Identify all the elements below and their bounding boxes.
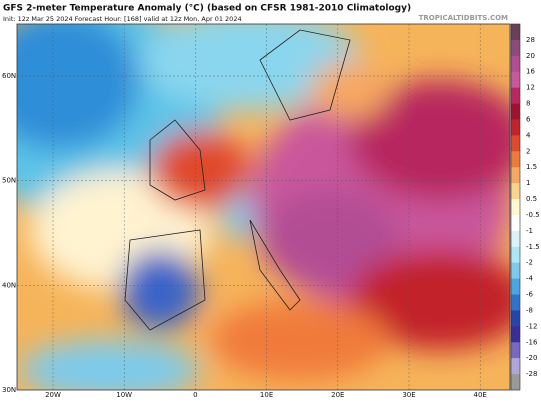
longitude-label: 20E xyxy=(331,391,344,399)
colorbar-label: -6 xyxy=(526,291,534,299)
colorbar: 28 20 16 12 8 6 4 2 1.5 1 0.5 -0.5 -1 -1.5 -2 -4 -6 -8 -12… xyxy=(510,23,540,391)
longitude-label: 10W xyxy=(116,391,132,399)
colorbar-label: -1 xyxy=(526,227,533,235)
colorbar-segment xyxy=(511,246,520,263)
colorbar-label: 1 xyxy=(526,179,530,187)
colorbar-segment xyxy=(511,151,520,168)
colorbar-segment xyxy=(511,342,520,359)
colorbar-label: -20 xyxy=(526,354,537,362)
longitude-label: 40E xyxy=(474,391,487,399)
colorbar-label: -16 xyxy=(526,338,538,346)
colorbar-segment xyxy=(511,358,520,375)
colorbar-segment xyxy=(511,103,520,120)
graticule: 60N 50N 40N 30N 20W 10W 0 10E 20E 30E 40E xyxy=(2,24,510,399)
colorbar-label: 8 xyxy=(526,100,530,108)
colorbar-segment xyxy=(511,119,520,136)
colorbar-label: -0.5 xyxy=(526,211,540,219)
latitude-label: 50N xyxy=(2,177,16,185)
colorbar-segment xyxy=(511,135,520,152)
colorbar-label: 16 xyxy=(526,68,535,76)
colorbar-label: -8 xyxy=(526,306,533,314)
subtitle: Init: 12z Mar 25 2024 Forecast Hour: [16… xyxy=(3,15,242,23)
watermark: TROPICALTIDBITS.COM xyxy=(419,14,508,22)
colorbar-segment xyxy=(511,167,520,184)
colorbar-label: 4 xyxy=(526,131,531,139)
colorbar-segment xyxy=(511,230,520,248)
colorbar-label: 2 xyxy=(526,147,530,155)
colorbar-label: -12 xyxy=(526,322,537,330)
colorbar-label: -2 xyxy=(526,259,533,267)
map-frame xyxy=(16,23,511,391)
colorbar-segment xyxy=(511,310,520,327)
colorbar-segment xyxy=(511,87,520,104)
colorbar-segment xyxy=(511,199,520,216)
colorbar-label: 0.5 xyxy=(526,195,537,203)
colorbar-segment xyxy=(511,278,520,295)
map-area xyxy=(17,24,510,390)
coastlines xyxy=(124,29,351,331)
colorbar-segment xyxy=(511,214,520,232)
longitude-label: 20W xyxy=(45,391,61,399)
latitude-label: 40N xyxy=(2,281,16,289)
colorbar-segment xyxy=(511,71,520,88)
colorbar-label: -28 xyxy=(526,370,537,378)
title: GFS 2-meter Temperature Anomaly (°C) (ba… xyxy=(3,4,411,14)
longitude-label: 30E xyxy=(402,391,415,399)
colorbar-segment xyxy=(511,183,520,200)
colorbar-segment xyxy=(511,262,520,279)
colorbar-label: 6 xyxy=(526,115,531,123)
colorbar-segment xyxy=(511,24,520,41)
latitude-label: 60N xyxy=(2,72,16,80)
colorbar-segment xyxy=(511,55,520,73)
longitude-label: 10E xyxy=(260,391,273,399)
anomaly-field xyxy=(17,24,510,390)
longitude-label: 0 xyxy=(193,391,197,399)
colorbar-label: 1.5 xyxy=(526,163,537,171)
colorbar-segment xyxy=(511,39,520,57)
colorbar-frame xyxy=(510,23,521,391)
colorbar-segment xyxy=(511,294,520,311)
colorbar-label: -1.5 xyxy=(526,243,540,251)
colorbar-segment xyxy=(511,374,520,391)
colorbar-label: -4 xyxy=(526,275,534,283)
colorbar-label: 12 xyxy=(526,84,535,92)
colorbar-label: 28 xyxy=(526,36,535,44)
latitude-label: 30N xyxy=(2,386,16,394)
colorbar-segment xyxy=(511,326,520,343)
colorbar-label: 20 xyxy=(526,52,535,60)
